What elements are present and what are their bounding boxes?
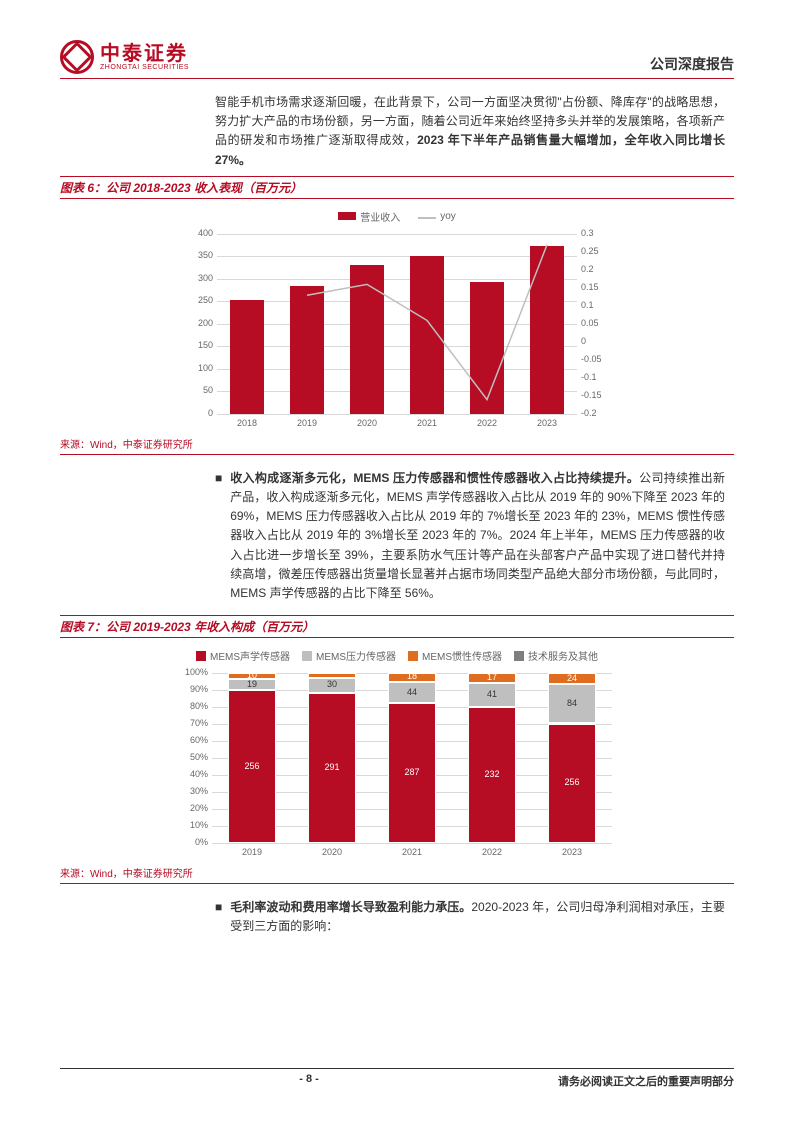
report-type: 公司深度报告	[650, 54, 734, 74]
bullet2: ■ 毛利率波动和费用率增长导致盈利能力承压。2020-2023 年，公司归母净利…	[215, 898, 725, 942]
bar-2021	[410, 256, 444, 414]
chart2-source: 来源：Wind，中泰证券研究所	[60, 865, 734, 884]
bullet2-text: 毛利率波动和费用率增长导致盈利能力承压。2020-2023 年，公司归母净利润相…	[230, 898, 725, 936]
bar-2022	[470, 282, 504, 414]
composition-chart: MEMS声学传感器MEMS压力传感器MEMS惯性传感器技术服务及其他0%10%2…	[172, 648, 622, 863]
bullet2-lead: 毛利率波动和费用率增长导致盈利能力承压。	[230, 900, 471, 914]
seg-2020-2	[308, 673, 356, 678]
legend-line: yoy	[418, 209, 456, 224]
chart1-title-bar: 图表 6：公司 2018-2023 收入表现（百万元）	[60, 176, 734, 199]
logo: 中泰证券 ZHONGTAI SECURITIES	[60, 40, 189, 74]
bullet1-text: 收入构成逐渐多元化，MEMS 压力传感器和惯性传感器收入占比持续提升。公司持续推…	[230, 469, 725, 603]
logo-icon	[60, 40, 94, 74]
chart2-box: MEMS声学传感器MEMS压力传感器MEMS惯性传感器技术服务及其他0%10%2…	[60, 642, 734, 865]
legend-1: MEMS压力传感器	[302, 648, 396, 663]
bullet1-body: 公司持续推出新产品，收入构成逐渐多元化，MEMS 声学传感器收入占比从 2019…	[230, 471, 725, 600]
bullet1: ■ 收入构成逐渐多元化，MEMS 压力传感器和惯性传感器收入占比持续提升。公司持…	[215, 469, 725, 609]
chart2-title: 图表 7：公司 2019-2023 年收入构成（百万元）	[60, 620, 314, 634]
chart1-box: 营业收入yoy050100150200250300350400-0.2-0.15…	[60, 203, 734, 436]
bar-2018	[230, 300, 264, 414]
legend-bar: 营业收入	[338, 209, 400, 224]
page-header: 中泰证券 ZHONGTAI SECURITIES 公司深度报告	[60, 40, 734, 79]
logo-text-cn: 中泰证券	[100, 44, 189, 64]
chart1-title: 图表 6：公司 2018-2023 收入表现（百万元）	[60, 181, 302, 195]
chart2-title-bar: 图表 7：公司 2019-2023 年收入构成（百万元）	[60, 615, 734, 638]
page-footer: - 8 - 请务必阅读正文之后的重要声明部分	[60, 1068, 734, 1089]
bar-2023	[530, 246, 564, 413]
revenue-chart: 营业收入yoy050100150200250300350400-0.2-0.15…	[183, 209, 611, 434]
legend-3: 技术服务及其他	[514, 648, 598, 663]
bullet-icon: ■	[215, 469, 222, 609]
legend-0: MEMS声学传感器	[196, 648, 290, 663]
footer-note: 请务必阅读正文之后的重要声明部分	[558, 1073, 734, 1089]
bullet-icon: ■	[215, 898, 222, 942]
intro-paragraph: 智能手机市场需求逐渐回暖，在此背景下，公司一方面坚决贯彻"占份额、降库存"的战略…	[215, 93, 725, 170]
logo-text-en: ZHONGTAI SECURITIES	[100, 64, 189, 71]
bar-2020	[350, 265, 384, 414]
bar-2019	[290, 286, 324, 414]
bullet1-lead: 收入构成逐渐多元化，MEMS 压力传感器和惯性传感器收入占比持续提升。	[230, 471, 639, 485]
chart1-source: 来源：Wind，中泰证券研究所	[60, 436, 734, 455]
page-number: - 8 -	[299, 1073, 319, 1089]
legend-2: MEMS惯性传感器	[408, 648, 502, 663]
